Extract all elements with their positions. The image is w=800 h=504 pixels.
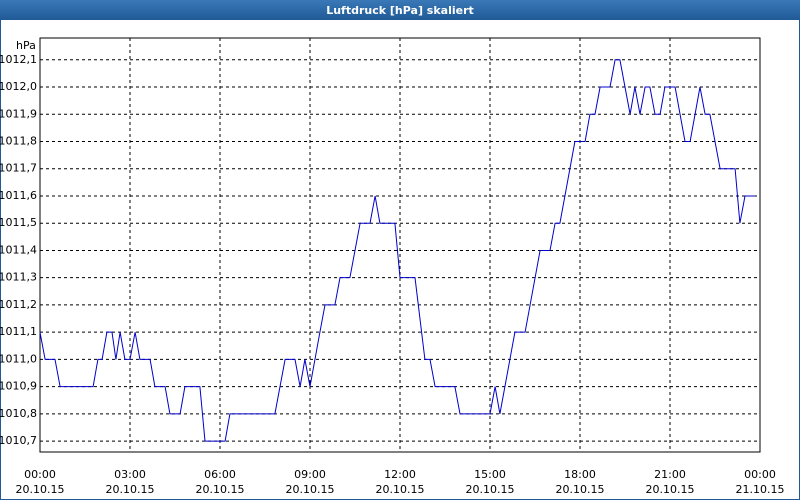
x-tick-date: 20.10.15 bbox=[106, 483, 155, 496]
x-tick-label: 06:00 bbox=[204, 468, 236, 481]
x-tick-date: 21.10.15 bbox=[736, 483, 785, 496]
x-tick-label: 00:00 bbox=[744, 468, 776, 481]
y-tick-label: 1011,6 bbox=[0, 189, 37, 202]
y-tick-label: 1010,7 bbox=[0, 434, 37, 447]
x-tick-label: 18:00 bbox=[564, 468, 596, 481]
y-tick-label: 1011,1 bbox=[0, 325, 37, 338]
x-tick-label: 21:00 bbox=[654, 468, 686, 481]
x-tick-date: 20.10.15 bbox=[196, 483, 245, 496]
data-line bbox=[39, 59, 755, 442]
y-tick-label: 1010,8 bbox=[0, 407, 37, 420]
x-tick-label: 00:00 bbox=[24, 468, 56, 481]
y-tick-label: 1012,0 bbox=[0, 80, 37, 93]
y-tick-label: 1011,5 bbox=[0, 216, 37, 229]
x-tick-date: 20.10.15 bbox=[556, 483, 605, 496]
title-bar bbox=[0, 0, 800, 20]
x-tick-label: 12:00 bbox=[384, 468, 416, 481]
x-tick-date: 20.10.15 bbox=[286, 483, 335, 496]
x-tick-date: 20.10.15 bbox=[646, 483, 695, 496]
y-tick-label: 1011,0 bbox=[0, 352, 37, 365]
y-tick-label: 1011,4 bbox=[0, 243, 37, 256]
y-tick-label: 1011,7 bbox=[0, 162, 37, 175]
x-tick-label: 15:00 bbox=[474, 468, 506, 481]
y-tick-label: 1010,9 bbox=[0, 380, 37, 393]
x-tick-label: 03:00 bbox=[114, 468, 146, 481]
y-tick-label: 1011,2 bbox=[0, 298, 37, 311]
y-tick-label: 1012,1 bbox=[0, 53, 37, 66]
chart-title: Luftdruck [hPa] skaliert bbox=[326, 4, 474, 17]
x-tick-date: 20.10.15 bbox=[376, 483, 425, 496]
y-axis-label: hPa bbox=[16, 39, 36, 52]
y-tick-label: 1011,9 bbox=[0, 107, 37, 120]
x-tick-date: 20.10.15 bbox=[466, 483, 515, 496]
y-tick-label: 1011,8 bbox=[0, 135, 37, 148]
x-tick-label: 09:00 bbox=[294, 468, 326, 481]
x-tick-date: 20.10.15 bbox=[16, 483, 65, 496]
y-tick-label: 1011,3 bbox=[0, 271, 37, 284]
